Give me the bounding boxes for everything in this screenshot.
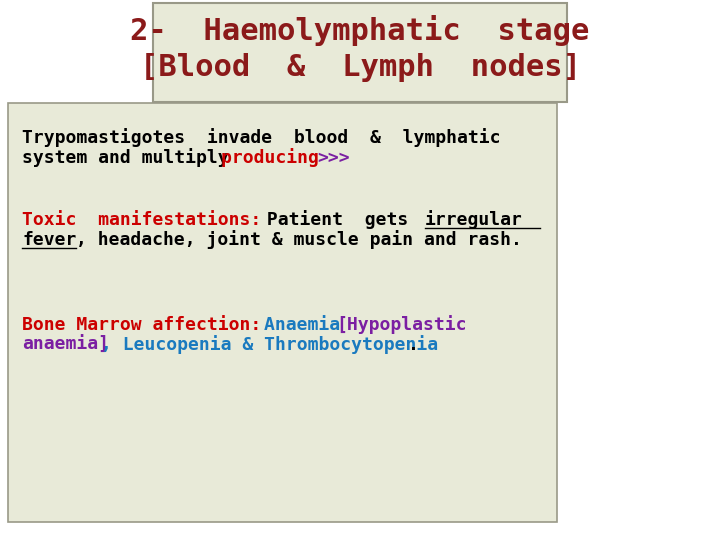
FancyBboxPatch shape (8, 103, 557, 522)
Text: Trypomastigotes  invade  blood  &  lymphatic: Trypomastigotes invade blood & lymphatic (22, 129, 500, 147)
FancyBboxPatch shape (153, 3, 567, 102)
Text: Patient  gets: Patient gets (256, 211, 430, 229)
Text: Bone Marrow affection:: Bone Marrow affection: (22, 316, 272, 334)
Text: [Blood  &  Lymph  nodes]: [Blood & Lymph nodes] (140, 53, 580, 83)
Text: irregular: irregular (425, 211, 523, 229)
Text: [Hypoplastic: [Hypoplastic (336, 315, 467, 334)
Text: >>>: >>> (317, 149, 350, 167)
Text: , headache, joint & muscle pain and rash.: , headache, joint & muscle pain and rash… (76, 231, 522, 249)
Text: fever: fever (22, 231, 76, 249)
Text: 2-  Haemolymphatic  stage: 2- Haemolymphatic stage (130, 15, 590, 45)
Text: , Leucopenia & Thrombocytopenia: , Leucopenia & Thrombocytopenia (101, 335, 438, 354)
Text: anaemia]: anaemia] (22, 336, 109, 354)
Text: Anaemia: Anaemia (264, 316, 351, 334)
Text: system and multiply: system and multiply (22, 148, 240, 167)
Text: producing: producing (221, 148, 330, 167)
Text: Toxic  manifestations:: Toxic manifestations: (22, 211, 272, 229)
Text: .: . (408, 336, 419, 354)
